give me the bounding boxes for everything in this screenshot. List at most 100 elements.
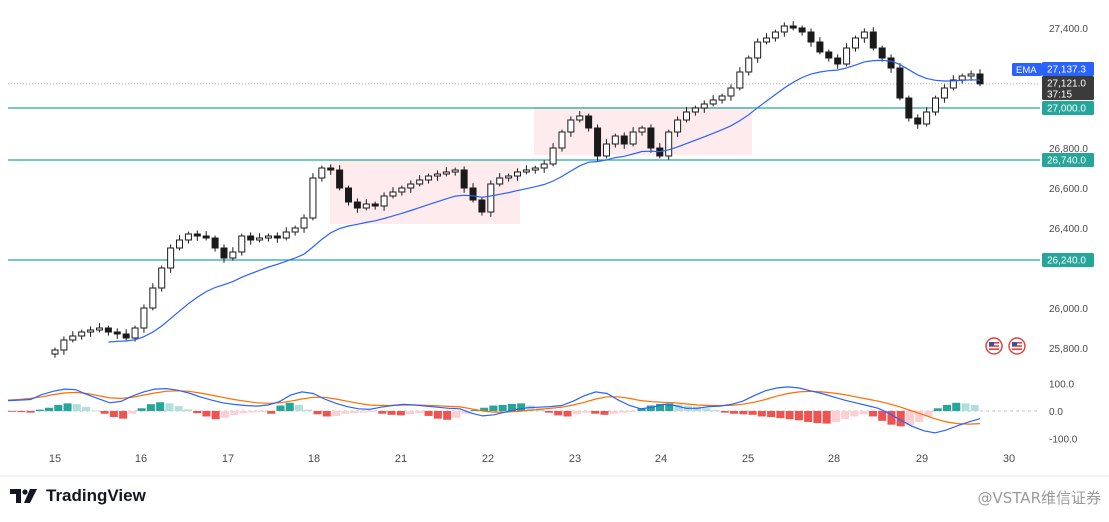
last-price-tag: [1042, 76, 1094, 100]
candle-body: [940, 87, 948, 99]
macd-histogram-bar: [54, 404, 63, 411]
ema-name-tag: [1012, 63, 1042, 76]
candle-body: [247, 235, 255, 241]
candle-body: [478, 199, 486, 213]
date-tick-label: 16: [135, 453, 147, 465]
macd-histogram-bar: [711, 409, 720, 411]
macd-histogram-bar: [91, 410, 100, 412]
candle-body: [967, 73, 975, 77]
macd-line: [7, 386, 981, 434]
macd-histogram-bar: [137, 408, 146, 411]
date-tick-label: 29: [916, 453, 928, 465]
candle-body: [229, 251, 237, 259]
macd-histogram-bar: [656, 403, 665, 411]
macd-histogram-bar: [628, 411, 637, 413]
date-tick-label: 30: [1003, 453, 1015, 465]
candle-body: [291, 227, 299, 233]
tradingview-logo[interactable]: TradingView: [10, 486, 146, 506]
price-tick-label: 27,400.0: [1049, 24, 1088, 35]
macd-histogram-bar: [822, 411, 831, 424]
ema-name-tag-text: EMA: [1016, 65, 1037, 76]
candle-body: [104, 327, 112, 333]
macd-histogram-bar: [517, 403, 526, 411]
price-tick-label: 26,000.0: [1049, 304, 1088, 315]
event-flags[interactable]: [985, 337, 1026, 355]
macd-histogram-bar: [433, 411, 442, 419]
candle-body: [336, 169, 344, 189]
date-tick-label: 22: [482, 453, 494, 465]
candle-body: [843, 47, 851, 65]
candle-body: [282, 231, 290, 239]
candle-body: [425, 175, 433, 181]
date-tick-label: 18: [308, 453, 320, 465]
candle-body: [869, 31, 877, 49]
macd-histogram-bar: [674, 404, 683, 411]
macd-histogram-bar: [461, 411, 470, 414]
macd-histogram-bar: [554, 411, 563, 416]
macd-histogram-bar: [850, 411, 859, 417]
macd-histogram-bar: [63, 403, 72, 411]
candle-body: [958, 75, 966, 81]
candle-body: [727, 87, 735, 97]
date-tick-label: 21: [395, 453, 407, 465]
macd-histogram-bar: [452, 411, 461, 418]
candle-body: [549, 147, 557, 165]
macd-histogram-bar: [942, 404, 952, 411]
macd-histogram-bar: [332, 411, 341, 416]
macd-histogram-bar: [952, 402, 961, 411]
macd-histogram-bar: [285, 402, 294, 411]
horizontal-levels-layer: [8, 83, 1040, 261]
footer: TradingView @VSTAR维信证券: [0, 480, 1109, 522]
candle-body: [238, 235, 246, 253]
us-flag-icon[interactable]: [1008, 337, 1026, 355]
price-chart[interactable]: 27,400.0 26,800.0 26,600.0 26,400.0 26,000.0…: [0, 0, 1109, 480]
candle-body: [576, 115, 584, 121]
macd-histogram-bar: [378, 411, 387, 414]
candle-body: [932, 97, 940, 113]
macd-histogram-bar: [193, 411, 202, 414]
candle-body: [273, 235, 281, 239]
candle-body: [763, 37, 771, 43]
macd-histogram-bar: [146, 404, 155, 411]
time-axis[interactable]: 15 16 17 18 21 22 23 24 25 28 29 30: [49, 453, 1015, 465]
us-flag-icon[interactable]: [985, 337, 1003, 355]
candle-body: [620, 135, 628, 145]
macd-histogram-bar: [915, 411, 924, 422]
candle-body: [540, 163, 548, 169]
candle-body: [594, 127, 602, 157]
macd-histogram-bar: [859, 411, 868, 415]
macd-histogram-bar: [26, 411, 35, 413]
macd-histogram-bar: [961, 403, 970, 411]
macd-histogram-bar: [776, 411, 785, 419]
macd-histogram-bar: [220, 411, 229, 418]
macd-histogram-bar: [600, 411, 609, 415]
price-axis[interactable]: 27,400.0 26,800.0 26,600.0 26,400.0 26,000.0…: [1049, 24, 1088, 445]
candle-body: [158, 267, 166, 289]
candle-body: [256, 237, 264, 241]
level-price-tag-text: 26,240.0: [1047, 256, 1086, 267]
macd-histogram-bar: [359, 411, 368, 413]
macd-histogram-bar: [369, 411, 378, 413]
candle-body: [825, 51, 833, 59]
macd-histogram-bar: [183, 409, 192, 411]
macd-histogram-bar: [211, 411, 220, 420]
macd-histogram-bar: [720, 411, 729, 413]
candle-body: [976, 73, 984, 85]
macd-histogram-bar: [646, 405, 655, 411]
macd-histogram-bar: [526, 405, 535, 411]
macd-histogram-bar: [618, 411, 628, 413]
candle-body: [754, 41, 762, 59]
candle-body: [602, 143, 610, 157]
candle-body: [531, 167, 539, 171]
macd-histogram-bar: [544, 411, 553, 413]
macd-histogram-bar: [489, 405, 498, 411]
candle-body: [451, 169, 459, 173]
candle-body: [353, 201, 361, 209]
macd-histogram-bar: [174, 406, 183, 411]
macd-histogram-bar: [45, 407, 54, 411]
level-price-tag-text: 26,740.0: [1047, 156, 1086, 167]
macd-histogram-bar: [304, 409, 313, 411]
macd-histogram-bar: [230, 411, 239, 416]
macd-histogram-bar: [119, 411, 128, 419]
macd-histogram-bar: [313, 411, 322, 415]
